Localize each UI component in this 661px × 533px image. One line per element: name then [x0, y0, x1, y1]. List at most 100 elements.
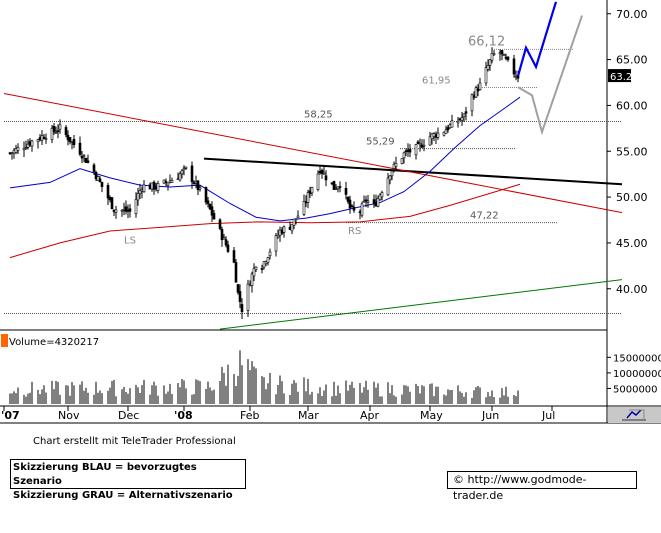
candle-body — [446, 127, 450, 131]
volume-marker-icon — [1, 334, 8, 347]
candle-body — [378, 194, 382, 200]
candle-body — [338, 186, 342, 188]
pattern-annotation: LS — [124, 235, 136, 246]
price-axis-tick-label: 50.00 — [616, 191, 648, 204]
chart-tool-icon[interactable] — [622, 409, 646, 421]
candle-body — [106, 185, 110, 199]
candle-body — [478, 82, 482, 90]
candle-body — [324, 175, 328, 181]
candle-body — [444, 129, 448, 134]
candle-body — [68, 137, 72, 143]
date-axis-tick-label: Mar — [298, 409, 319, 422]
volume-axis-tick-label: 10000000 — [613, 369, 661, 380]
candle-body — [96, 176, 100, 182]
candle-body — [16, 147, 20, 151]
price-level-label: 55,29 — [366, 137, 395, 148]
candle-body — [274, 235, 278, 252]
candle-body — [86, 160, 90, 163]
candle-body — [388, 175, 392, 181]
candle-body — [362, 200, 366, 203]
candle-body — [64, 127, 68, 136]
pattern-annotation: RS — [348, 226, 361, 237]
source-url[interactable]: © http://www.godmode-trader.de — [447, 471, 637, 502]
candle-body — [152, 181, 156, 190]
scenario-grey-line — [517, 15, 583, 136]
candle-body — [208, 203, 212, 210]
candle-body — [260, 268, 264, 270]
candle-body — [350, 205, 354, 208]
candle-body — [72, 139, 76, 146]
candle-body — [84, 157, 88, 163]
candle-body — [462, 113, 466, 117]
candle-body — [108, 197, 112, 200]
candle-body — [100, 181, 104, 187]
candle-body — [112, 209, 116, 212]
candle-body — [460, 117, 464, 121]
last-price-marker — [608, 69, 631, 83]
candle-body — [306, 192, 310, 203]
candle-body — [198, 187, 202, 190]
candle-body — [24, 147, 28, 149]
candle-body — [210, 206, 214, 216]
candle-body — [140, 189, 144, 192]
candle-body — [346, 196, 350, 202]
date-axis-tick-label: Dec — [118, 409, 139, 422]
candle-body — [418, 143, 422, 146]
trendline-green-line — [219, 279, 623, 330]
candle-body — [44, 138, 48, 140]
candle-body — [422, 144, 426, 147]
candle-body — [180, 170, 184, 175]
candle-body — [386, 177, 390, 196]
candle-body — [114, 209, 118, 213]
candle-body — [142, 184, 146, 192]
candle-body — [428, 136, 432, 146]
candle-body — [486, 65, 490, 70]
candle-body — [348, 199, 352, 209]
date-axis-tick-label: May — [420, 409, 443, 422]
candle-body — [266, 257, 270, 263]
price-level-label: 61,95 — [422, 76, 451, 87]
candle-body — [22, 147, 26, 151]
candle-body — [456, 120, 460, 124]
candle-body — [276, 234, 280, 238]
candle-body — [254, 266, 258, 270]
candle-body — [122, 209, 126, 211]
candle-body — [192, 182, 196, 184]
candle-body — [512, 58, 516, 75]
candle-body — [128, 208, 132, 212]
candle-body — [484, 67, 488, 84]
candle-body — [178, 173, 182, 181]
candle-body — [240, 304, 244, 312]
candle-body — [50, 127, 54, 140]
candle-body — [212, 212, 216, 220]
candle-body — [164, 181, 168, 183]
candle-body — [170, 180, 174, 183]
candle-body — [282, 226, 286, 233]
candle-body — [262, 261, 266, 268]
candle-body — [78, 142, 82, 155]
candle-body — [156, 183, 160, 191]
date-axis-tick-label: '07 — [1, 409, 20, 422]
candle-body — [450, 120, 454, 128]
candle-body — [436, 132, 440, 138]
candle-body — [360, 203, 364, 216]
date-axis-tick-label: Apr — [360, 409, 380, 422]
candle-body — [506, 56, 510, 60]
candle-body — [250, 273, 254, 286]
candle-body — [376, 197, 380, 207]
price-level-label: 58,25 — [304, 109, 333, 120]
candle-body — [502, 54, 506, 57]
price-axis-tick-label: 40.00 — [616, 283, 648, 296]
candle-body — [204, 187, 208, 203]
candle-body — [218, 219, 222, 229]
date-axis-tick-label: Feb — [240, 409, 259, 422]
candle-body — [168, 180, 172, 183]
candle-body — [500, 50, 504, 55]
candle-body — [138, 190, 142, 194]
candle-body — [126, 209, 130, 212]
date-axis-tick-label: '08 — [174, 409, 193, 422]
candle-body — [416, 141, 420, 144]
legend-grey: Skizzierung GRAU = Alternativszenario — [13, 490, 233, 501]
candle-body — [184, 166, 188, 169]
candle-body — [154, 186, 158, 189]
